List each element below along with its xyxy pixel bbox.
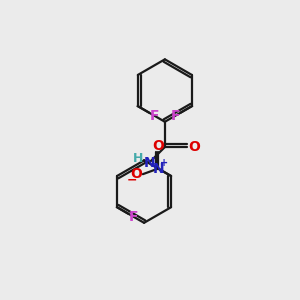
Text: O: O [152,139,164,153]
Text: N: N [152,162,164,176]
Text: O: O [188,140,200,154]
Text: H: H [133,152,143,165]
Text: F: F [170,109,180,123]
Text: F: F [129,210,139,224]
Text: −: − [126,174,137,187]
Text: +: + [160,158,168,168]
Text: N: N [143,156,155,170]
Text: F: F [150,109,159,123]
Text: O: O [130,167,142,181]
